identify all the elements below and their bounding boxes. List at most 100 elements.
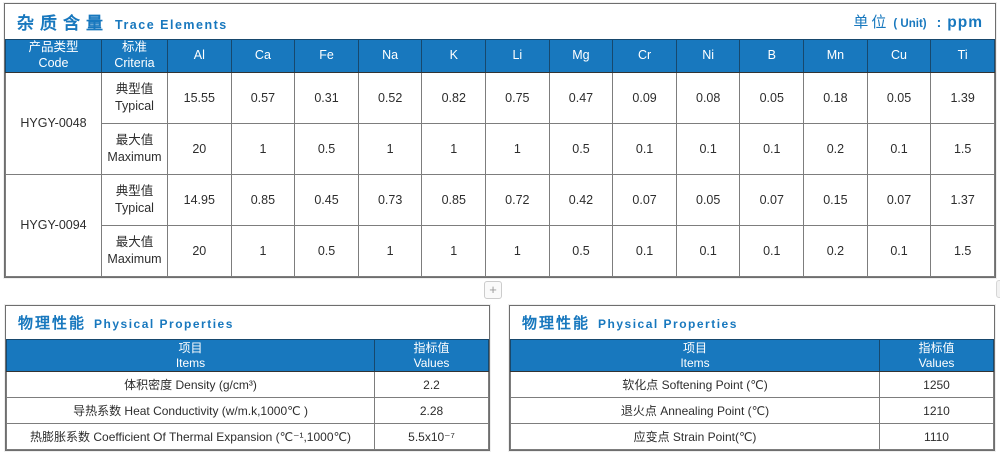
element-value-cell: 0.1 [739, 225, 805, 277]
element-value-cell: 0.75 [485, 72, 550, 124]
table-row: 退火点 Annealing Point (℃) 1210 [510, 397, 994, 424]
element-value-cell: 1 [357, 123, 423, 175]
column-header-criteria: 标准 Criteria [101, 39, 168, 73]
property-value-cell: 1110 [879, 423, 994, 450]
physical-right-titlebar: 物理性能 Physical Properties [510, 306, 994, 339]
physical-left-header-row: 项目 Items 指标值 Values [6, 339, 489, 372]
table-row: 软化点 Softening Point (℃) 1250 [510, 371, 994, 398]
unit-value: ppm [947, 14, 983, 31]
criteria-cell: 最大值 Maximum [101, 123, 168, 175]
property-item-cell: 退火点 Annealing Point (℃) [510, 397, 880, 424]
criteria-zh: 典型值 [115, 82, 154, 97]
element-value-cell: 0.09 [612, 72, 677, 124]
element-value-cell: 0.73 [357, 174, 423, 226]
column-header-element: Al [167, 39, 232, 73]
element-value-cell: 0.72 [485, 174, 550, 226]
element-value-cell: 0.5 [294, 123, 359, 175]
property-value-cell: 2.28 [374, 397, 489, 424]
items-header-en: Items [680, 355, 710, 370]
values-header-en: Values [918, 355, 955, 370]
element-value-cell: 0.05 [866, 72, 932, 124]
table-row: 最大值 Maximum 20 1 0.5 1 1 1 0.5 0.1 0.1 0… [6, 225, 995, 277]
trace-header-row: 产品类型 Code 标准 Criteria Al Ca Fe Na K Li M… [5, 39, 995, 73]
element-value-cell: 15.55 [167, 72, 232, 124]
column-header-element: Cu [866, 39, 932, 73]
element-value-cell: 20 [167, 123, 232, 175]
column-header-element: Ca [230, 39, 296, 73]
element-value-cell: 14.95 [167, 174, 232, 226]
column-header-element: Ni [675, 39, 741, 73]
items-header-zh: 项目 [178, 340, 203, 355]
element-value-cell: 0.5 [294, 225, 359, 277]
unit-colon: : [936, 14, 942, 30]
element-value-cell: 0.2 [803, 225, 868, 277]
element-value-cell: 0.08 [675, 72, 741, 124]
element-value-cell: 0.07 [612, 174, 677, 226]
column-header-element: Fe [294, 39, 359, 73]
property-item-cell: 热膨胀系数 Coefficient Of Thermal Expansion (… [6, 423, 375, 450]
criteria-en: Maximum [107, 252, 162, 266]
element-value-cell: 0.07 [739, 174, 805, 226]
element-value-cell: 0.1 [675, 123, 741, 175]
element-value-cell: 0.42 [548, 174, 614, 226]
trace-elements-title: 杂质含量 Trace Elements [17, 9, 228, 34]
unit-label: 单位 ( Unit) : ppm [853, 11, 983, 32]
physical-left-title-zh: 物理性能 [18, 315, 87, 332]
criteria-cell: 典型值 Typical [101, 174, 168, 226]
column-header-element: Na [357, 39, 423, 73]
element-value-cell: 1.39 [930, 72, 995, 124]
element-value-cell: 0.1 [739, 123, 805, 175]
physical-properties-right-panel: 物理性能 Physical Properties 项目 Items 指标值 Va… [509, 305, 995, 451]
table-row: HYGY-0094 典型值 Typical 14.95 0.85 0.45 0.… [5, 174, 995, 277]
property-item-cell: 应变点 Strain Point(℃) [510, 423, 880, 450]
criteria-en: Maximum [107, 150, 162, 164]
property-item-cell: 体积密度 Density (g/cm³) [6, 371, 375, 398]
expand-button-right-edge[interactable] [996, 280, 1000, 298]
column-header-element: B [739, 39, 805, 73]
unit-zh: 单位 [853, 14, 890, 31]
column-header-values: 指标值 Values [374, 339, 489, 372]
column-header-items: 项目 Items [6, 339, 375, 372]
values-header-zh: 指标值 [918, 340, 955, 355]
table-row: 应变点 Strain Point(℃) 1110 [510, 423, 994, 450]
element-value-cell: 0.52 [357, 72, 423, 124]
element-value-cell: 1.5 [930, 225, 995, 277]
column-header-element: Li [485, 39, 550, 73]
table-row: 导热系数 Heat Conductivity (w/m.k,1000℃ ) 2.… [6, 397, 489, 424]
property-value-cell: 2.2 [374, 371, 489, 398]
element-value-cell: 1.37 [930, 174, 995, 226]
column-header-items: 项目 Items [510, 339, 880, 372]
unit-paren: ( Unit) [893, 18, 927, 30]
items-header-en: Items [175, 355, 206, 370]
product-code-cell: HYGY-0048 [5, 72, 102, 175]
items-header-zh: 项目 [682, 340, 707, 355]
property-item-cell: 软化点 Softening Point (℃) [510, 371, 880, 398]
element-value-cell: 1.5 [930, 123, 995, 175]
table-row: 热膨胀系数 Coefficient Of Thermal Expansion (… [6, 423, 489, 450]
trace-elements-titlebar: 杂质含量 Trace Elements 单位 ( Unit) : ppm [5, 4, 995, 39]
criteria-cell: 典型值 Typical [101, 72, 168, 124]
criteria-zh: 最大值 [115, 235, 154, 250]
column-header-criteria-zh: 标准 [121, 40, 147, 55]
column-header-element: Cr [612, 39, 677, 73]
element-value-cell: 1 [485, 123, 550, 175]
element-value-cell: 0.18 [803, 72, 868, 124]
criteria-en: Typical [115, 201, 154, 215]
physical-left-titlebar: 物理性能 Physical Properties [6, 306, 489, 339]
element-value-cell: 0.1 [612, 225, 677, 277]
column-header-element: K [421, 39, 487, 73]
criteria-zh: 最大值 [115, 133, 154, 148]
element-value-cell: 0.07 [866, 174, 932, 226]
element-value-cell: 0.1 [675, 225, 741, 277]
element-value-cell: 0.57 [230, 72, 296, 124]
table-row: 最大值 Maximum 20 1 0.5 1 1 1 0.5 0.1 0.1 0… [6, 123, 995, 175]
physical-right-title-zh: 物理性能 [522, 315, 591, 332]
column-header-element: Ti [930, 39, 995, 73]
element-value-cell: 0.45 [294, 174, 359, 226]
element-value-cell: 0.82 [421, 72, 487, 124]
property-value-cell: 1210 [879, 397, 994, 424]
element-value-cell: 0.5 [548, 225, 614, 277]
expand-button[interactable]: + [484, 281, 502, 299]
values-header-zh: 指标值 [413, 340, 450, 355]
physical-left-title-en: Physical Properties [94, 317, 234, 331]
